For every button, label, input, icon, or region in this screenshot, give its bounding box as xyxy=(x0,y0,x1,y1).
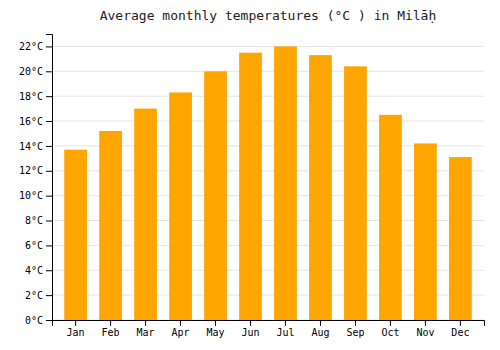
title: Average monthly temperatures (°C ) in Mi… xyxy=(100,8,437,23)
tick-mark xyxy=(46,96,52,97)
bars xyxy=(64,46,472,320)
tick: 0°C xyxy=(25,315,52,326)
tick-mark xyxy=(46,71,52,72)
axis-line xyxy=(46,35,53,321)
tick-label: 10°C xyxy=(19,190,43,201)
bar xyxy=(274,46,297,320)
tick-mark xyxy=(110,320,111,326)
tick-label: Mar xyxy=(137,327,155,338)
tick: 16°C xyxy=(19,116,52,127)
tick-label: Sep xyxy=(346,327,364,338)
bar xyxy=(414,143,437,320)
tick-label: 22°C xyxy=(19,41,43,52)
tick: 4°C xyxy=(25,265,52,276)
tick-label: 16°C xyxy=(19,116,43,127)
tick-mark xyxy=(46,320,52,321)
tick: Mar xyxy=(137,320,155,338)
bar xyxy=(309,55,332,320)
tick: 14°C xyxy=(19,141,52,152)
tick-label: 2°C xyxy=(25,290,43,301)
tick-mark xyxy=(390,320,391,326)
bar xyxy=(134,109,157,320)
tick-label: 0°C xyxy=(25,315,43,326)
grid-line xyxy=(52,121,484,122)
tick: Oct xyxy=(381,320,399,338)
tick-label: Apr xyxy=(172,327,190,338)
grid-line xyxy=(52,71,484,72)
bar xyxy=(449,157,472,320)
tick: 2°C xyxy=(25,290,52,301)
tick-mark xyxy=(46,270,52,271)
tick-mark xyxy=(46,121,52,122)
tick-label: Feb xyxy=(102,327,120,338)
tick-mark xyxy=(145,320,146,326)
tick-mark xyxy=(46,171,52,172)
tick: Jan xyxy=(67,320,85,338)
tick-mark xyxy=(250,320,251,326)
tick: Jul xyxy=(276,320,294,338)
tick: Jun xyxy=(241,320,259,338)
tick: Sep xyxy=(346,320,364,338)
tick: 8°C xyxy=(25,215,52,226)
tick-mark xyxy=(46,295,52,296)
bar xyxy=(64,150,87,320)
tick-label: 12°C xyxy=(19,165,43,176)
tick: May xyxy=(206,320,224,338)
axis-line xyxy=(53,321,485,327)
tick-label: Nov xyxy=(416,327,434,338)
tick-mark xyxy=(180,320,181,326)
tick-mark xyxy=(46,196,52,197)
plot-area: 0°C 2°C 4°C 6°C 8°C 10°C 12°C 14°C 16°C 18°C 20°C 2… xyxy=(19,35,485,339)
tick-label: May xyxy=(206,327,224,338)
bar xyxy=(204,71,227,320)
tick: 6°C xyxy=(25,240,52,251)
tick-mark xyxy=(355,320,356,326)
tick-mark xyxy=(320,320,321,326)
tick: 18°C xyxy=(19,91,52,102)
tick: 20°C xyxy=(19,66,52,77)
tick-mark xyxy=(46,46,52,47)
tick-label: 18°C xyxy=(19,91,43,102)
tick: Nov xyxy=(416,320,434,338)
bar xyxy=(379,115,402,320)
x-axis: Jan Feb Mar Apr May Jun Jul Aug Sep Oct Nov Dec xyxy=(53,320,485,338)
tick: 10°C xyxy=(19,190,52,201)
tick-mark xyxy=(75,320,76,326)
tick-mark xyxy=(215,320,216,326)
tick-label: 6°C xyxy=(25,240,43,251)
tick-mark xyxy=(46,146,52,147)
tick: Apr xyxy=(172,320,190,338)
tick: Aug xyxy=(311,320,329,338)
grid-line xyxy=(52,46,484,47)
chart: 0°C 2°C 4°C 6°C 8°C 10°C 12°C 14°C 16°C 18°C 20°C 2… xyxy=(0,0,500,350)
tick-label: Oct xyxy=(381,327,399,338)
tick: 12°C xyxy=(19,165,52,176)
tick-label: 14°C xyxy=(19,141,43,152)
tick-mark xyxy=(285,320,286,326)
tick-mark xyxy=(46,221,52,222)
tick-mark xyxy=(425,320,426,326)
y-axis: 0°C 2°C 4°C 6°C 8°C 10°C 12°C 14°C 16°C 18°C 20°C 2… xyxy=(19,35,53,326)
tick-label: 20°C xyxy=(19,66,43,77)
bar xyxy=(344,66,367,320)
bar xyxy=(239,53,262,320)
tick-label: Jan xyxy=(67,327,85,338)
grid xyxy=(52,46,484,320)
tick-label: Jul xyxy=(276,327,294,338)
tick-mark xyxy=(46,245,52,246)
tick: 22°C xyxy=(19,41,52,52)
bar xyxy=(169,92,192,320)
tick-mark xyxy=(460,320,461,326)
tick-label: 4°C xyxy=(25,265,43,276)
tick-label: Jun xyxy=(241,327,259,338)
tick-label: 8°C xyxy=(25,215,43,226)
tick: Feb xyxy=(102,320,120,338)
bar xyxy=(99,131,122,320)
tick-label: Aug xyxy=(311,327,329,338)
tick: Dec xyxy=(451,320,469,338)
grid-line xyxy=(52,96,484,97)
tick-label: Dec xyxy=(451,327,469,338)
